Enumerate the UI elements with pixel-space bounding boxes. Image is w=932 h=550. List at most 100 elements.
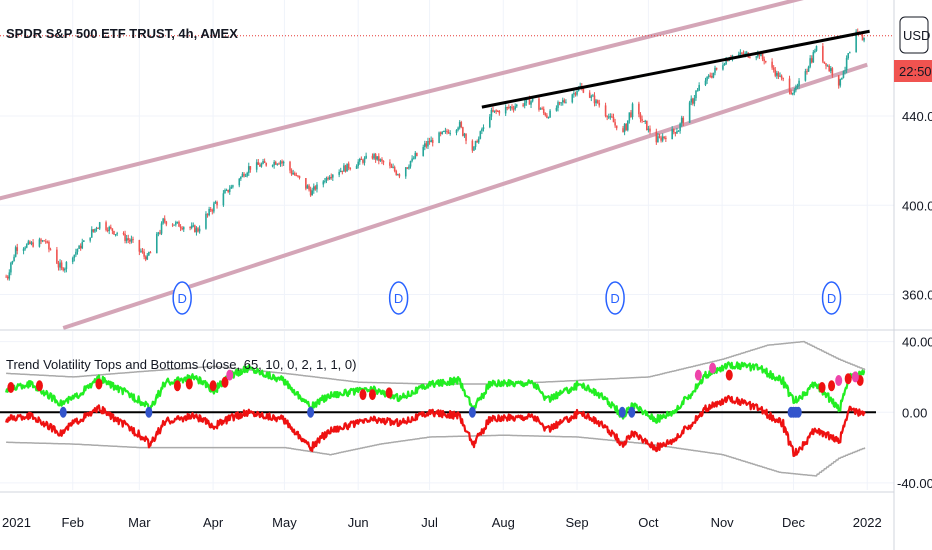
candle [30, 242, 33, 244]
candle [631, 103, 634, 118]
candle [38, 239, 41, 247]
candle [646, 120, 648, 131]
symbol-title[interactable]: SPDR S&P 500 ETF TRUST, 4h, AMEX [6, 26, 238, 41]
dividend-marker[interactable] [388, 281, 409, 315]
candle [328, 176, 331, 180]
candle [114, 234, 117, 236]
candle [804, 71, 807, 81]
currency-button[interactable]: USD [899, 16, 930, 54]
dividend-marker-label: D [394, 291, 403, 306]
candle [78, 245, 80, 249]
candle [179, 226, 182, 229]
candle [122, 233, 125, 235]
top-marker [385, 387, 393, 399]
candle [381, 159, 383, 162]
indicator-title[interactable]: Trend Volatility Tops and Bottoms (close… [6, 357, 356, 372]
candle [390, 165, 393, 168]
candle [94, 228, 96, 232]
top-marker [35, 380, 43, 392]
candle [76, 248, 79, 252]
candle [292, 172, 294, 175]
candle [273, 161, 275, 166]
indicator-axis-label: -40.00 [897, 476, 932, 491]
candle [255, 162, 258, 170]
candle [810, 58, 813, 63]
top-marker [828, 380, 836, 392]
price-axis-label: 360.00 [902, 288, 932, 303]
candle [148, 252, 150, 256]
candle [791, 93, 794, 95]
candle [558, 102, 561, 104]
candle [13, 256, 15, 262]
candle [95, 227, 98, 229]
candle [11, 261, 14, 263]
candle [582, 88, 585, 93]
candle [98, 222, 101, 229]
dividend-marker[interactable] [821, 281, 842, 315]
top-marker [368, 389, 376, 401]
candle [325, 177, 328, 181]
candle [106, 230, 109, 232]
candle [293, 172, 296, 176]
candle [358, 158, 361, 162]
candle [547, 117, 550, 119]
candle [29, 241, 31, 244]
candle [749, 57, 751, 59]
candle [238, 178, 241, 186]
price-axis-label: 440.00 [902, 109, 932, 124]
candle [246, 172, 248, 176]
candle [416, 152, 418, 156]
candle [630, 112, 632, 118]
bottom-marker [145, 406, 153, 418]
candle [14, 247, 17, 257]
candle [688, 102, 691, 123]
candle [737, 54, 740, 56]
candle [141, 250, 144, 252]
dividend-marker[interactable] [172, 281, 192, 315]
candle [563, 100, 566, 103]
candle [73, 254, 76, 258]
candle [281, 161, 283, 164]
candle [522, 104, 524, 106]
time-axis-label: Aug [492, 515, 515, 530]
candle [638, 103, 640, 115]
candle [395, 171, 398, 175]
candle [798, 80, 800, 86]
candle [744, 53, 746, 55]
candle [508, 107, 510, 109]
candle [614, 122, 616, 126]
candle [544, 113, 547, 116]
candle [430, 139, 432, 143]
candle [795, 86, 797, 91]
candle [444, 130, 447, 132]
dividend-marker[interactable] [605, 281, 625, 315]
top-marker [818, 382, 826, 394]
channel-lower-line[interactable] [62, 62, 868, 330]
bottom-marker [59, 406, 67, 418]
candle [46, 241, 49, 243]
candle [814, 50, 816, 53]
candle [243, 173, 245, 176]
candle [590, 96, 593, 98]
candle [625, 123, 627, 131]
candle [208, 208, 210, 216]
candle [607, 116, 610, 118]
candle [225, 189, 228, 191]
candle [290, 170, 293, 175]
candle [514, 106, 516, 110]
candle [671, 128, 673, 140]
candle [511, 106, 513, 109]
candle [71, 257, 74, 263]
candle [297, 175, 299, 177]
countdown-label: 22:50 [899, 64, 932, 79]
candle [479, 131, 482, 139]
resistance-trendline[interactable] [481, 29, 870, 109]
candle [224, 190, 226, 194]
candle [108, 226, 111, 231]
channel-upper-line[interactable] [0, 0, 867, 201]
candle [32, 242, 34, 247]
bottom-marker [628, 406, 636, 418]
candle [695, 90, 697, 99]
candle [157, 232, 160, 234]
